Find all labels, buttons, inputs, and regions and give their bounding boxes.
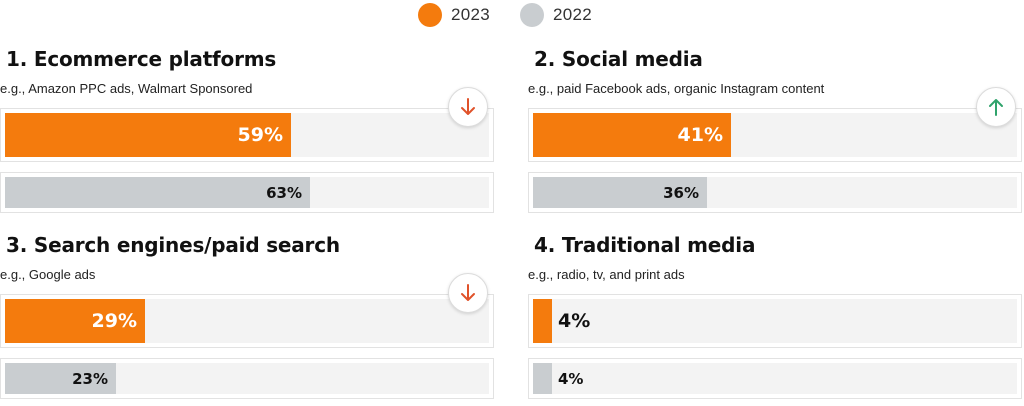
bar-value-2023: 59%: [237, 124, 283, 146]
bar-track-2023: 29%: [5, 299, 489, 343]
bar-frame-2022: 4%: [528, 358, 1022, 399]
bar-track-2023: 41%: [533, 113, 1017, 157]
panel-title: 3. Search engines/paid search: [6, 233, 340, 257]
panel-title: 1. Ecommerce platforms: [6, 47, 277, 71]
panel-subtitle: e.g., radio, tv, and print ads: [528, 267, 685, 282]
bar-track-2022: 63%: [5, 177, 489, 208]
bar-track-2022: 36%: [533, 177, 1017, 208]
panel-ecommerce-platforms: 1. Ecommerce platforms e.g., Amazon PPC a…: [0, 47, 494, 232]
legend-label-2023: 2023: [451, 5, 491, 24]
bar-frame-2022: 63%: [0, 172, 494, 213]
panel-subtitle: e.g., paid Facebook ads, organic Instagr…: [528, 81, 825, 96]
bar-value-2023: 4%: [558, 310, 591, 332]
panel-traditional-media: 4. Traditional media e.g., radio, tv, and…: [528, 233, 1022, 406]
bar-track-2022: 4%: [533, 363, 1017, 394]
bar-frame-2022: 36%: [528, 172, 1022, 213]
bar-value-2022: 36%: [663, 183, 699, 202]
bar-2023: [533, 113, 731, 157]
arrow-down-icon: [458, 283, 478, 303]
bar-2022: [5, 177, 310, 208]
bar-frame-2022: 23%: [0, 358, 494, 399]
bar-track-2023: 59%: [5, 113, 489, 157]
bar-2023: [533, 299, 552, 343]
panel-title: 4. Traditional media: [534, 233, 756, 257]
bar-frame-2023: 29%: [0, 294, 494, 348]
legend-swatch-2022: [520, 3, 545, 27]
bar-2023: [5, 113, 291, 157]
legend-swatch-2023: [418, 3, 442, 27]
bar-track-2022: 23%: [5, 363, 489, 394]
bar-2023: [5, 299, 145, 343]
legend: 2023 2022: [418, 2, 622, 28]
legend-label-2022: 2022: [553, 5, 593, 24]
legend-item-2022: 2022: [520, 3, 592, 27]
bar-value-2022: 23%: [72, 369, 108, 388]
trend-badge-down: [448, 273, 488, 313]
bar-value-2023: 29%: [91, 310, 137, 332]
bar-track-2023: 4%: [533, 299, 1017, 343]
panel-social-media: 2. Social media e.g., paid Facebook ads, …: [528, 47, 1022, 232]
trend-badge-up: [976, 87, 1016, 127]
bar-value-2023: 41%: [677, 124, 723, 146]
trend-badge-down: [448, 87, 488, 127]
panel-subtitle: e.g., Amazon PPC ads, Walmart Sponsored: [0, 81, 253, 96]
arrow-up-icon: [986, 97, 1006, 117]
bar-2022: [533, 177, 707, 208]
legend-item-2023: 2023: [418, 3, 490, 27]
bar-frame-2023: 41%: [528, 108, 1022, 162]
bar-frame-2023: 59%: [0, 108, 494, 162]
bar-frame-2023: 4%: [528, 294, 1022, 348]
panel-title: 2. Social media: [534, 47, 703, 71]
panel-subtitle: e.g., Google ads: [0, 267, 96, 282]
bar-2022: [5, 363, 116, 394]
bar-value-2022: 4%: [558, 369, 584, 388]
bar-2022: [533, 363, 552, 394]
bar-value-2022: 63%: [266, 183, 302, 202]
panel-search-engines: 3. Search engines/paid search e.g., Googl…: [0, 233, 494, 406]
arrow-down-icon: [458, 97, 478, 117]
